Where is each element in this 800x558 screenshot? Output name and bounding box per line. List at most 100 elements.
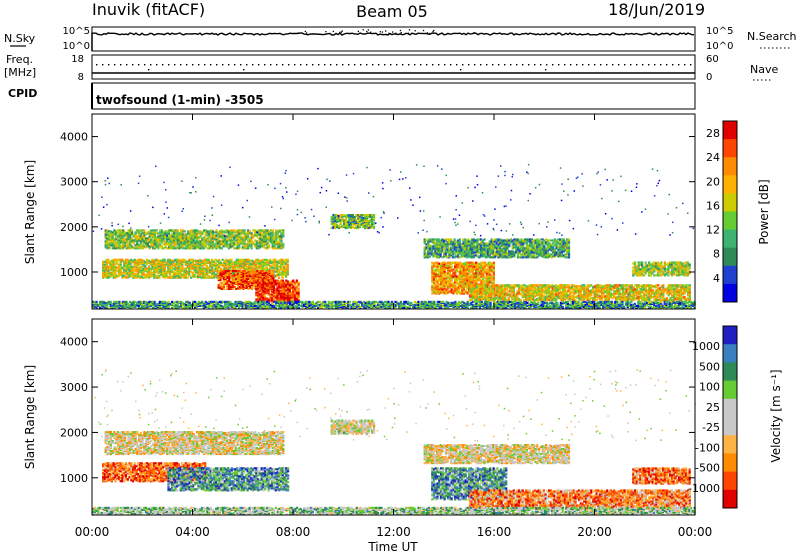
nave-point: [342, 64, 343, 65]
nsky-trace: [92, 29, 694, 51]
nave-point: [474, 64, 475, 65]
nave-point: [324, 64, 325, 65]
nave-point: [396, 64, 397, 65]
heatmap-cell: [340, 222, 342, 224]
nave-point: [540, 64, 541, 65]
heatmap-cell: [244, 229, 246, 231]
heatmap-cell: [157, 247, 159, 249]
nave-point: [486, 64, 487, 65]
nave-point: [684, 64, 685, 65]
nave-point: [390, 64, 391, 65]
heatmap-cell: [144, 265, 146, 267]
heatmap-cell: [282, 280, 284, 282]
nave-point: [510, 64, 511, 65]
nave-tick-bottom: 0: [706, 72, 712, 83]
heatmap-cell: [373, 222, 375, 224]
heatmap-cell: [218, 259, 220, 261]
nsearch-point: [370, 32, 371, 33]
heatmap-cell: [238, 245, 240, 247]
heatmap-cell: [120, 270, 122, 272]
heatmap-cell: [459, 238, 461, 240]
nave-point: [96, 64, 97, 65]
heatmap-cell: [264, 295, 266, 297]
heatmap-cell: [449, 272, 451, 274]
nsearch-point: [400, 30, 401, 31]
nave-point: [690, 64, 691, 65]
heatmap-cell: [543, 245, 545, 247]
nave-point: [312, 64, 313, 65]
heatmap-cell: [263, 270, 265, 272]
heatmap-cell: [454, 238, 456, 240]
nave-point: [582, 64, 583, 65]
nave-point: [672, 64, 673, 65]
heatmap-cell: [219, 279, 221, 281]
nave-point: [288, 64, 289, 65]
nsearch-point: [368, 29, 369, 30]
heatmap-cell: [287, 272, 289, 274]
heatmap-cell: [445, 253, 447, 255]
heatmap-cell: [568, 256, 570, 258]
nave-point: [270, 64, 271, 65]
nave-point: [504, 64, 505, 65]
heatmap-cell: [249, 230, 251, 232]
heatmap-cell: [107, 259, 109, 261]
nave-point: [246, 64, 247, 65]
nave-point: [198, 64, 199, 65]
heatmap-cell: [278, 277, 280, 279]
heatmap-cell: [121, 259, 123, 261]
nave-point: [252, 64, 253, 65]
heatmap-cell: [352, 214, 354, 216]
heatmap-cell: [272, 229, 274, 231]
heatmap-cell: [468, 238, 470, 240]
nsearch-point: [342, 30, 343, 31]
nave-point: [156, 64, 157, 65]
heatmap-cell: [522, 243, 524, 245]
nsearch-point: [306, 32, 307, 33]
nave-point: [666, 64, 667, 65]
heatmap-cell: [296, 280, 298, 282]
nave-point: [210, 64, 211, 65]
nave-point: [480, 64, 481, 65]
heatmap-cell: [156, 229, 158, 231]
nave-point: [678, 64, 679, 65]
nave-point: [336, 64, 337, 65]
heatmap-cell: [568, 245, 570, 247]
nave-point: [300, 64, 301, 65]
heatmap-cell: [181, 265, 183, 267]
nave-point: [552, 64, 553, 65]
heatmap-cell: [221, 247, 223, 249]
nave-point: [348, 64, 349, 65]
nave-point: [414, 64, 415, 65]
heatmap-cell: [268, 246, 270, 248]
nsearch-point: [333, 31, 334, 32]
nave-point: [234, 64, 235, 65]
heatmap-cell: [252, 241, 254, 243]
heatmap-cell: [148, 266, 150, 268]
nave-point: [330, 64, 331, 65]
nave-point: [630, 64, 631, 65]
nsearch-point: [401, 32, 402, 33]
heatmap-cell: [272, 273, 274, 275]
nave-point: [378, 64, 379, 65]
nave-point: [516, 64, 517, 65]
nsearch-point: [358, 31, 359, 32]
nave-point: [594, 64, 595, 65]
heatmap-cell: [473, 256, 475, 258]
cpid-text: twofsound (1-min) -3505: [96, 93, 264, 107]
heatmap-cell: [444, 271, 446, 273]
heatmap-cell: [287, 259, 289, 261]
nave-point: [294, 64, 295, 65]
heatmap-cell: [122, 229, 124, 231]
nsky-line: [92, 33, 694, 35]
nave-point: [606, 64, 607, 65]
nave-point: [366, 64, 367, 65]
heatmap-cell: [251, 246, 253, 248]
nsearch-point: [433, 30, 434, 31]
nave-point: [468, 64, 469, 65]
nave-point: [654, 64, 655, 65]
heatmap-cell: [273, 245, 275, 247]
heatmap-cell: [131, 229, 133, 231]
nave-point: [192, 64, 193, 65]
nsearch-point: [298, 32, 299, 33]
heatmap-cell: [194, 274, 196, 276]
